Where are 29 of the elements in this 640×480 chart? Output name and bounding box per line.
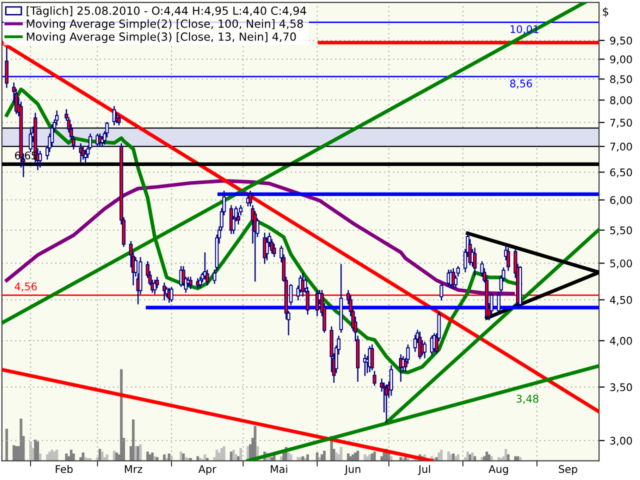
- x-tick-label: Aug: [488, 465, 508, 476]
- x-tick-label: Jun: [344, 465, 360, 475]
- y-tick-label: 6,50: [610, 168, 632, 178]
- legend-label: Moving Average Simple(3) [Close, 13, Nein] 4,70: [26, 32, 296, 43]
- ref-line-label: 8,56: [510, 80, 532, 88]
- y-tick-label: 6,00: [610, 196, 632, 206]
- x-tick-label: Sep: [558, 465, 578, 476]
- y-axis-title: $: [602, 7, 608, 18]
- y-tick-label: 4,00: [610, 336, 632, 346]
- y-tick-label: 8,50: [610, 75, 632, 84]
- y-tick-label: 3,00: [610, 436, 632, 446]
- x-tick-label: Jul: [418, 464, 430, 475]
- annotation: 3,48: [516, 394, 538, 404]
- y-tick-label: 5,50: [610, 226, 632, 236]
- x-tick-label: Feb: [56, 464, 73, 474]
- y-tick-label: 9,50: [610, 36, 632, 46]
- y-tick-label: 3,50: [610, 383, 632, 392]
- x-tick-label: Mai: [270, 464, 288, 474]
- y-tick-label: 8,00: [610, 96, 632, 106]
- legend-label: [Täglich] 25.08.2010 - O:4,44 H:4,95 L:4,40 C:4,94: [26, 6, 306, 18]
- y-tick-label: 5,00: [610, 259, 632, 268]
- annotation: 4,56: [14, 282, 37, 292]
- y-tick-label: 4,50: [610, 296, 632, 305]
- y-tick-label: 9,00: [610, 55, 632, 64]
- legend-label: Moving Average Simple(2) [Close, 100, Nein] 4,58: [26, 19, 303, 30]
- y-tick-label: 7,50: [610, 118, 632, 128]
- x-tick-label: Apr: [198, 465, 216, 476]
- y-tick-label: 7,00: [610, 142, 632, 152]
- x-tick-label: Mrz: [124, 465, 142, 473]
